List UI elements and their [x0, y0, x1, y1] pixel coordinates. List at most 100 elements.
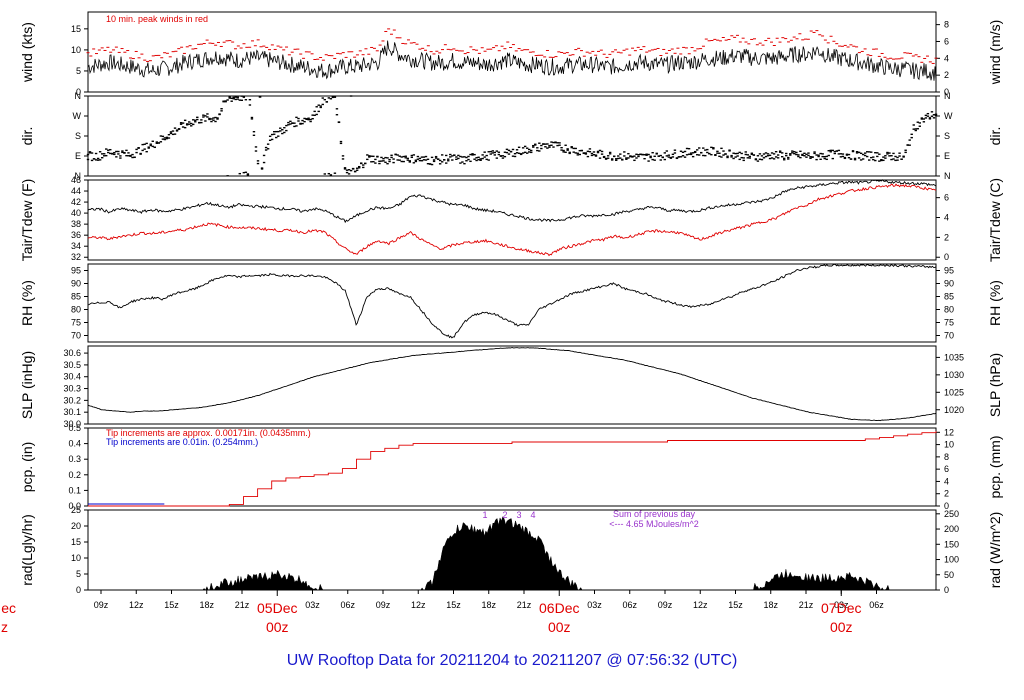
temp-ticklabel-left: 42: [71, 197, 81, 207]
hour-tick-label: 06z: [340, 600, 355, 610]
temp-ticklabel-left: 46: [71, 175, 81, 185]
rad-ticklabel-left: 20: [71, 521, 81, 531]
pcp-ticklabel-left: 0.0: [68, 501, 81, 511]
rad-ticklabel-left: 15: [71, 537, 81, 547]
pcp-annotation-blue: Tip increments are 0.01in. (0.254mm.): [106, 437, 258, 447]
rad-peak-label: 3: [516, 510, 521, 520]
rh-ticklabel-right: 85: [944, 292, 954, 302]
rh-ticklabel-right: 75: [944, 318, 954, 328]
pcp-red-line: [88, 431, 937, 507]
slp-ticklabel-right: 1020: [944, 405, 964, 415]
pcp-ticklabel-left: 0.4: [68, 439, 81, 449]
rh-ticklabel-right: 70: [944, 331, 954, 341]
hour-tick-label: 03z: [834, 600, 849, 610]
dir-ticklabel-left: W: [73, 111, 82, 121]
temp-ticklabel-left: 32: [71, 252, 81, 262]
wind-ticklabel-left: 10: [71, 45, 81, 55]
hour-tick-label: 18z: [481, 600, 496, 610]
pcp-ticklabel-right: 12: [944, 427, 954, 437]
rh-ylabel-right: RH (%): [987, 280, 1003, 326]
dir-ylabel-right: dir.: [987, 127, 1003, 146]
hour-tick-label: 21z: [235, 600, 250, 610]
pcp-ticklabel-right: 4: [944, 476, 949, 486]
rad-ticklabel-right: 200: [944, 524, 959, 534]
panel-slp: SLP (inHg) SLP (hPa) 30.0 30.1 30.230.3 30.4 3…: [19, 345, 1003, 429]
wind-ticklabel-right: 6: [944, 36, 949, 46]
dir-ticklabel-right: W: [944, 111, 953, 121]
dir-ticklabel-left: N: [75, 91, 82, 101]
temp-ticklabel-left: 44: [71, 186, 81, 196]
hour-tick-label: 15z: [728, 600, 743, 610]
day-label-cut-hour: z: [1, 619, 8, 635]
pcp-ylabel-right: pcp. (mm): [987, 436, 1003, 499]
slp-ticklabel-left: 30.1: [63, 407, 81, 417]
rh-ticklabel-right: 95: [944, 266, 954, 276]
slp-ticklabel-right: 1035: [944, 352, 964, 362]
pcp-ticklabel-left: 0.3: [68, 454, 81, 464]
rh-line: [87, 263, 937, 339]
hour-tick-label: 03z: [587, 600, 602, 610]
dir-ticklabel-right: S: [944, 131, 950, 141]
rh-ticklabel-left: 80: [71, 305, 81, 315]
rh-ticklabel-left: 70: [71, 331, 81, 341]
wind-ticklabel-left: 15: [71, 24, 81, 34]
wind-ticklabel-right: 2: [944, 70, 949, 80]
day-label-hour: 00z: [830, 619, 853, 635]
hour-tick-label: 12z: [693, 600, 708, 610]
wind-ticklabel-left: 0: [76, 87, 81, 97]
hour-tick-label: 18z: [763, 600, 778, 610]
dir-ticklabel-left: S: [75, 131, 81, 141]
dir-ticklabel-left: E: [75, 151, 81, 161]
rad-ticklabel-left: 0: [76, 585, 81, 595]
rad-peak-label: 1: [482, 510, 487, 520]
slp-ticklabel-left: 30.4: [63, 372, 81, 382]
time-axis: 09z 12z 15z 18z 21z 03z 06z 09z 12z 15z 18z 21z 03z 0…: [1, 590, 884, 635]
rad-ticklabel-left: 5: [76, 569, 81, 579]
rad-peak-label: 4: [530, 510, 535, 520]
temp-ticklabel-left: 38: [71, 219, 81, 229]
panel-wind: wind (kts) wind (m/s) 0 5 10 15 0 2 4 6 8 10 min. p…: [19, 11, 1003, 97]
wind-ylabel-right: wind (m/s): [987, 20, 1003, 86]
pcp-ylabel-left: pcp. (in): [19, 442, 35, 493]
slp-ticklabel-left: 30.2: [63, 395, 81, 405]
rh-ylabel-left: RH (%): [19, 280, 35, 326]
hour-tick-label: 21z: [799, 600, 814, 610]
pcp-annotation-red: Tip increments are approx. 0.00171in. (0…: [106, 428, 311, 438]
rad-ylabel-left: rad(Lgly/hr): [19, 514, 35, 586]
hour-tick-label: 15z: [164, 600, 179, 610]
rad-annotation-title: Sum of previous day: [613, 509, 696, 519]
dir-ylabel-left: dir.: [19, 127, 35, 146]
temp-ticklabel-right: 4: [944, 213, 949, 223]
rad-peak-label: 2: [502, 510, 507, 520]
rad-ticklabel-left: 25: [71, 505, 81, 515]
temp-frame: [87, 179, 937, 261]
pcp-ticklabel-left: 0.5: [68, 423, 81, 433]
rad-ticklabel-right: 100: [944, 555, 959, 565]
rh-ticklabel-left: 85: [71, 292, 81, 302]
rh-ticklabel-right: 90: [944, 279, 954, 289]
slp-ticklabel-left: 30.0: [63, 419, 81, 429]
pcp-ticklabel-right: 6: [944, 464, 949, 474]
panel-rad: rad(Lgly/hr) rad (W/m^2)05101520250501001…: [19, 505, 1003, 595]
hour-tick-label: 12z: [411, 600, 426, 610]
rad-ylabel-right: rad (W/m^2): [987, 512, 1003, 589]
wind-annotation: 10 min. peak winds in red: [106, 14, 208, 24]
rh-ticklabel-left: 95: [71, 266, 81, 276]
temp-ticklabel-left: 40: [71, 208, 81, 218]
slp-ticklabel-right: 1025: [944, 387, 964, 397]
footer-title: UW Rooftop Data for 20211204 to 20211207…: [287, 652, 738, 669]
panel-pcp: pcp. (in) pcp. (mm) 0.0 0.1 0.2 0.3 0.4 0.5 0 2 4 6…: [19, 423, 1003, 511]
pcp-ticklabel-right: 10: [944, 440, 954, 450]
panel-temp: Tair/Tdew (F) Tair/Tdew (C)32343638404244…: [19, 175, 1003, 262]
temp-ticklabel-left: 36: [71, 230, 81, 240]
hour-tick-label: 09z: [94, 600, 109, 610]
hour-tick-label: 21z: [517, 600, 532, 610]
temp-ylabel-left: Tair/Tdew (F): [19, 179, 35, 261]
pcp-frame: [87, 427, 937, 507]
tair-line: [87, 179, 937, 224]
slp-ylabel-left: SLP (inHg): [19, 351, 35, 419]
temp-ticklabel-left: 34: [71, 241, 81, 251]
day-label-date: 05Dec: [257, 600, 297, 616]
rad-ticklabel-right: 150: [944, 539, 959, 549]
